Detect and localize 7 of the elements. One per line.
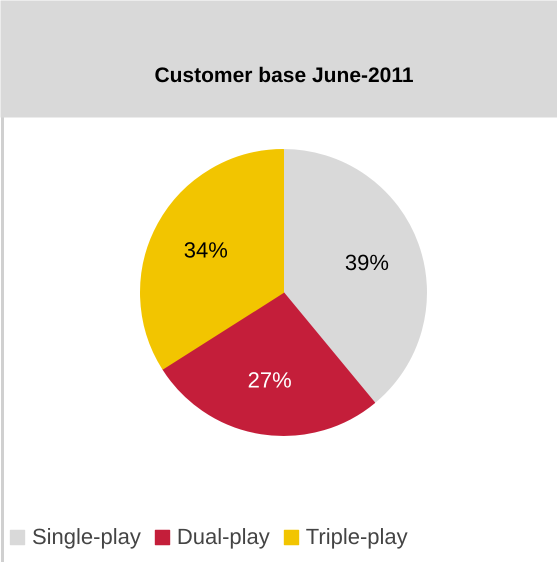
legend-label: Single-play <box>32 524 141 550</box>
data-label: 34% <box>184 237 228 262</box>
data-label: 27% <box>248 368 292 393</box>
data-label: 39% <box>344 250 389 275</box>
chart-title: Customer base June-2011 <box>154 64 414 87</box>
legend-label: Dual-play <box>176 524 270 550</box>
legend-label: Triple-play <box>306 524 408 550</box>
